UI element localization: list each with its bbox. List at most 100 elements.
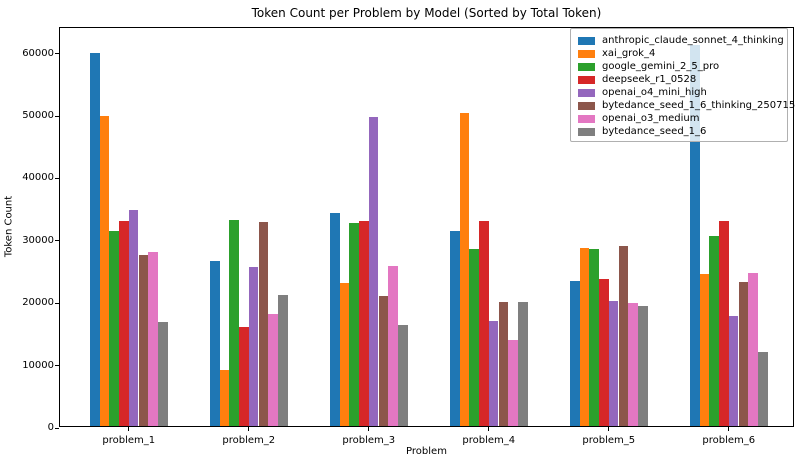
y-tick-label: 40000 bbox=[22, 172, 54, 184]
bar-openai_o4_mini_high-problem_6 bbox=[728, 316, 739, 426]
bar-xai_grok_4-problem_5 bbox=[579, 247, 590, 426]
y-tick-label: 10000 bbox=[22, 359, 54, 371]
bar-openai_o3_medium-problem_4 bbox=[508, 339, 518, 426]
legend-swatch-icon bbox=[578, 49, 595, 58]
legend-swatch-icon bbox=[578, 75, 595, 84]
legend-swatch-icon bbox=[578, 102, 595, 111]
y-tick-label: 30000 bbox=[22, 234, 54, 246]
legend-item-google_gemini_2_5_pro: google_gemini_2_5_pro bbox=[578, 60, 781, 73]
y-tick-mark bbox=[55, 302, 59, 304]
bar-openai_o3_medium-problem_1 bbox=[148, 251, 158, 426]
chart-title: Token Count per Problem by Model (Sorted… bbox=[251, 6, 602, 20]
bar-openai_o4_mini_high-problem_4 bbox=[488, 321, 499, 426]
y-tick-mark bbox=[55, 427, 59, 429]
bar-xai_grok_4-problem_1 bbox=[99, 115, 110, 426]
bar-deepseek_r1_0528-problem_3 bbox=[359, 220, 369, 426]
x-tick-mark bbox=[728, 427, 730, 431]
bar-openai_o3_medium-problem_3 bbox=[388, 266, 398, 426]
bar-bytedance_seed_1_6-problem_1 bbox=[157, 322, 168, 426]
legend-label: anthropic_claude_sonnet_4_thinking bbox=[602, 34, 784, 46]
y-tick-label: 50000 bbox=[22, 110, 54, 122]
bar-deepseek_r1_0528-problem_1 bbox=[119, 221, 129, 426]
bar-deepseek_r1_0528-problem_5 bbox=[599, 279, 609, 426]
legend-item-openai_o4_mini_high: openai_o4_mini_high bbox=[578, 86, 781, 99]
bar-bytedance_seed_1_6-problem_2 bbox=[277, 295, 288, 426]
x-axis-label: Problem bbox=[406, 446, 447, 457]
x-tick-label: problem_3 bbox=[342, 435, 396, 446]
bar-openai_o3_medium-problem_2 bbox=[268, 313, 278, 426]
bar-bytedance_seed_1_6_thinking_250715-problem_4 bbox=[498, 302, 509, 426]
bar-deepseek_r1_0528-problem_6 bbox=[719, 220, 729, 426]
legend-item-xai_grok_4: xai_grok_4 bbox=[578, 47, 781, 60]
bar-bytedance_seed_1_6-problem_3 bbox=[397, 324, 408, 426]
bar-bytedance_seed_1_6_thinking_250715-problem_1 bbox=[138, 255, 149, 426]
bar-anthropic_claude_sonnet_4_thinking-problem_6 bbox=[690, 45, 700, 426]
y-tick-label: 20000 bbox=[22, 297, 54, 309]
bar-google_gemini_2_5_pro-problem_3 bbox=[349, 223, 360, 426]
bar-openai_o4_mini_high-problem_5 bbox=[608, 300, 619, 426]
legend-swatch-icon bbox=[578, 128, 595, 137]
plot-area: 0 10000 20000 30000 40000 50000 60000 problem_1… bbox=[22, 27, 794, 446]
x-tick-label: problem_4 bbox=[462, 435, 516, 446]
legend-item-deepseek_r1_0528: deepseek_r1_0528 bbox=[578, 73, 781, 86]
bar-google_gemini_2_5_pro-problem_5 bbox=[589, 249, 600, 426]
bar-bytedance_seed_1_6-problem_6 bbox=[757, 351, 768, 426]
y-axis-label: Token Count bbox=[3, 195, 15, 258]
bar-anthropic_claude_sonnet_4_thinking-problem_5 bbox=[570, 281, 580, 426]
legend-label: openai_o4_mini_high bbox=[602, 86, 707, 98]
bar-openai_o4_mini_high-problem_2 bbox=[248, 266, 259, 426]
y-tick-label: 0 bbox=[47, 422, 54, 433]
y-tick-mark bbox=[55, 53, 59, 55]
legend-swatch-icon bbox=[578, 115, 595, 124]
bar-google_gemini_2_5_pro-problem_6 bbox=[709, 235, 720, 426]
x-tick-mark bbox=[608, 427, 610, 431]
legend-swatch-icon bbox=[578, 62, 595, 71]
bar-anthropic_claude_sonnet_4_thinking-problem_3 bbox=[330, 213, 340, 426]
legend-label: bytedance_seed_1_6 bbox=[602, 126, 707, 138]
x-tick-label: problem_1 bbox=[102, 435, 156, 446]
bar-bytedance_seed_1_6_thinking_250715-problem_6 bbox=[738, 281, 749, 426]
x-tick-mark bbox=[128, 427, 130, 431]
x-tick-label: problem_2 bbox=[222, 435, 276, 446]
bar-openai_o3_medium-problem_6 bbox=[748, 273, 758, 426]
bar-xai_grok_4-problem_6 bbox=[699, 274, 710, 426]
legend-item-openai_o3_medium: openai_o3_medium bbox=[578, 113, 781, 126]
bar-google_gemini_2_5_pro-problem_2 bbox=[229, 219, 240, 426]
x-tick-label: problem_6 bbox=[702, 435, 756, 446]
bar-openai_o3_medium-problem_5 bbox=[628, 303, 638, 426]
bar-xai_grok_4-problem_2 bbox=[219, 370, 230, 426]
y-tick-mark bbox=[55, 365, 59, 367]
y-tick-mark bbox=[55, 240, 59, 242]
bar-bytedance_seed_1_6_thinking_250715-problem_2 bbox=[258, 222, 269, 426]
x-tick-mark bbox=[248, 427, 250, 431]
bar-google_gemini_2_5_pro-problem_1 bbox=[109, 231, 120, 426]
bar-bytedance_seed_1_6-problem_5 bbox=[637, 306, 648, 426]
legend-label: bytedance_seed_1_6_thinking_250715 bbox=[602, 100, 796, 112]
legend: anthropic_claude_sonnet_4_thinking xai_gr… bbox=[570, 28, 795, 142]
bar-anthropic_claude_sonnet_4_thinking-problem_4 bbox=[450, 230, 460, 426]
bar-deepseek_r1_0528-problem_2 bbox=[239, 326, 249, 426]
legend-label: openai_o3_medium bbox=[602, 113, 700, 125]
legend-label: xai_grok_4 bbox=[602, 47, 656, 59]
bar-bytedance_seed_1_6-problem_4 bbox=[517, 301, 528, 426]
bar-bytedance_seed_1_6_thinking_250715-problem_5 bbox=[618, 245, 629, 426]
bar-bytedance_seed_1_6_thinking_250715-problem_3 bbox=[378, 295, 389, 426]
legend-item-anthropic_claude_sonnet_4_thinking: anthropic_claude_sonnet_4_thinking bbox=[578, 34, 784, 47]
bar-xai_grok_4-problem_3 bbox=[339, 283, 350, 426]
legend-label: deepseek_r1_0528 bbox=[602, 73, 697, 85]
bar-anthropic_claude_sonnet_4_thinking-problem_2 bbox=[210, 261, 220, 426]
bar-deepseek_r1_0528-problem_4 bbox=[479, 220, 489, 426]
bar-openai_o4_mini_high-problem_3 bbox=[368, 117, 379, 426]
y-tick-mark bbox=[55, 115, 59, 117]
legend-item-bytedance_seed_1_6: bytedance_seed_1_6 bbox=[578, 126, 781, 139]
y-tick-mark bbox=[55, 177, 59, 179]
y-tick-label: 60000 bbox=[22, 47, 54, 59]
legend-label: google_gemini_2_5_pro bbox=[602, 60, 720, 72]
legend-item-bytedance_seed_1_6_thinking_250715: bytedance_seed_1_6_thinking_250715 bbox=[578, 99, 795, 112]
bar-openai_o4_mini_high-problem_1 bbox=[128, 209, 139, 426]
bar-xai_grok_4-problem_4 bbox=[459, 112, 470, 426]
bar-anthropic_claude_sonnet_4_thinking-problem_1 bbox=[90, 52, 100, 426]
bar-google_gemini_2_5_pro-problem_4 bbox=[469, 248, 480, 426]
x-tick-mark bbox=[368, 427, 370, 431]
